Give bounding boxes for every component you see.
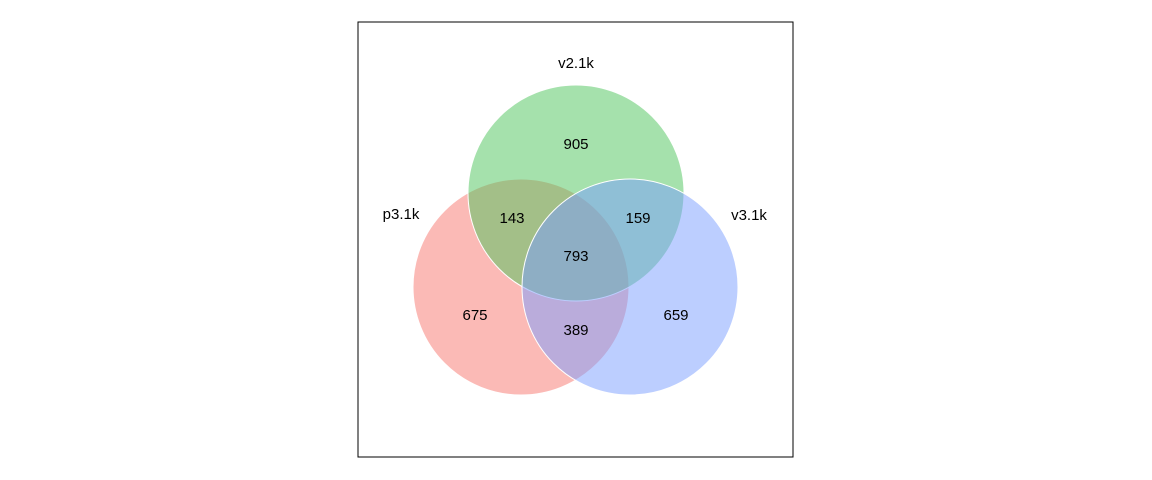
count-all: 793 [563,248,588,265]
count-p-v3: 389 [563,322,588,339]
set-labels: v2.1k p3.1k v3.1k [383,55,768,224]
count-v2-v3: 159 [625,210,650,227]
set-label-v3-1k: v3.1k [731,207,767,224]
count-p-v2: 143 [499,210,524,227]
circle-v3-1k [521,178,739,396]
count-v2-only: 905 [563,136,588,153]
count-p-only: 675 [462,307,487,324]
count-v3-only: 659 [663,307,688,324]
set-circles [412,84,739,396]
set-label-p3-1k: p3.1k [383,206,420,223]
region-counts: 905 143 159 793 675 659 389 [462,136,688,339]
set-label-v2-1k: v2.1k [558,55,594,72]
